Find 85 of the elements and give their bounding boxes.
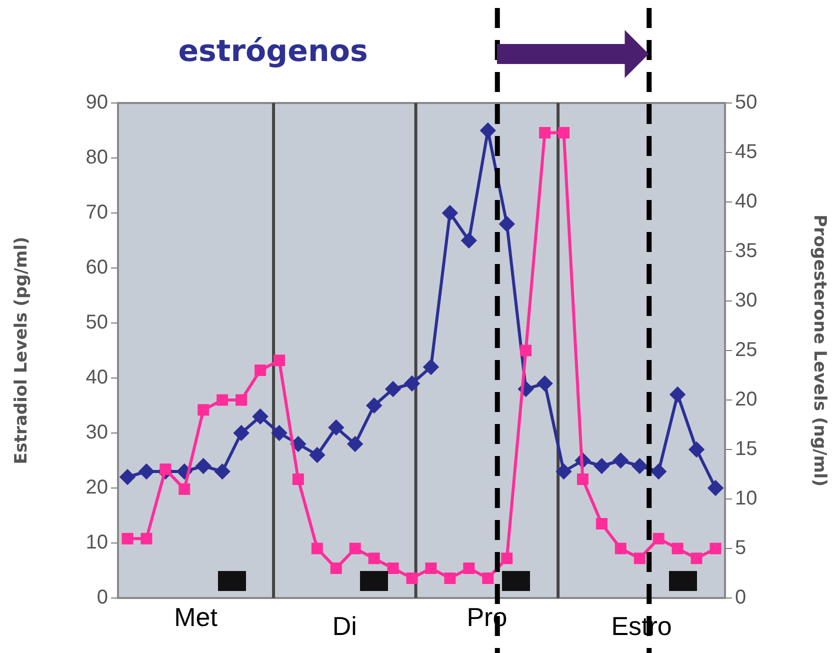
point: [328, 420, 344, 435]
y-tick-label: 0: [96, 586, 108, 609]
point: [290, 436, 306, 452]
point: [272, 426, 287, 440]
point: [120, 470, 135, 484]
text: Di: [332, 611, 357, 642]
y2-tick-label: 20: [735, 388, 758, 411]
point: [214, 464, 230, 479]
point: [140, 532, 152, 544]
point: [122, 532, 134, 544]
point: [138, 464, 154, 479]
point: [651, 464, 666, 479]
point: [634, 552, 646, 564]
point: [406, 572, 418, 584]
point: [576, 473, 588, 485]
y-tick-label: 60: [86, 256, 108, 279]
point: [234, 426, 249, 440]
y2-tick-label: 10: [735, 488, 758, 510]
point: [349, 542, 361, 554]
y2-axis-title: Progesterone Levels (ng/ml): [809, 214, 830, 487]
point: [480, 123, 496, 138]
y2-tick-label: 5: [735, 537, 746, 560]
point: [292, 473, 304, 485]
point: [330, 562, 342, 574]
point: [178, 483, 190, 495]
point: [366, 398, 382, 413]
y-tick-label: 30: [86, 422, 108, 444]
point: [652, 532, 664, 544]
point: [501, 552, 513, 564]
point: [463, 562, 475, 574]
y2-tick-label: 45: [735, 141, 758, 164]
point: [273, 354, 285, 366]
point: [254, 364, 266, 376]
point: [539, 126, 551, 138]
point: [556, 464, 572, 479]
y-tick-label: 10: [86, 532, 108, 554]
point: [537, 376, 552, 391]
y2-tick-label: 30: [735, 290, 758, 312]
point: [444, 572, 456, 584]
point: [670, 387, 686, 402]
point: [310, 448, 325, 462]
point: [690, 552, 702, 564]
point: [461, 233, 476, 248]
y2-tick-label: 0: [735, 586, 746, 609]
point: [596, 518, 608, 530]
y-tick-label: 80: [86, 146, 108, 169]
y2-tick-label: 35: [735, 240, 758, 262]
point: [558, 126, 570, 138]
point: [689, 442, 704, 457]
text: Met: [174, 602, 218, 632]
point: [198, 404, 210, 416]
point: [594, 458, 610, 474]
point: [632, 458, 648, 474]
point: [386, 382, 401, 396]
point: [387, 562, 399, 574]
point: [614, 542, 626, 554]
y2-tick-label: 15: [735, 438, 758, 460]
point: [368, 552, 380, 564]
point: [311, 542, 323, 554]
point: [216, 394, 228, 406]
y2-tick-label: 40: [735, 190, 758, 213]
y-tick-label: 20: [86, 476, 108, 499]
y-tick-label: 40: [86, 366, 108, 389]
point: [196, 458, 211, 474]
point: [348, 436, 363, 452]
point: [236, 394, 248, 406]
y-tick-label: 90: [86, 92, 108, 114]
y-tick-label: 70: [86, 202, 108, 224]
point: [252, 409, 268, 424]
point: [672, 542, 684, 554]
y2-tick-label: 25: [735, 339, 758, 362]
point: [423, 360, 438, 374]
point: [708, 480, 724, 496]
chart-title: estrógenos: [178, 34, 368, 69]
point: [499, 216, 514, 232]
point: [520, 344, 532, 356]
point: [613, 453, 628, 468]
y-tick-label: 50: [86, 312, 108, 334]
y2-tick-label: 50: [735, 92, 758, 114]
y-axis-title: Estradiol Levels (pg/ml): [12, 236, 32, 464]
point: [710, 542, 722, 554]
point: [404, 376, 420, 391]
point: [425, 562, 437, 574]
point: [442, 206, 458, 220]
point: [482, 572, 494, 584]
